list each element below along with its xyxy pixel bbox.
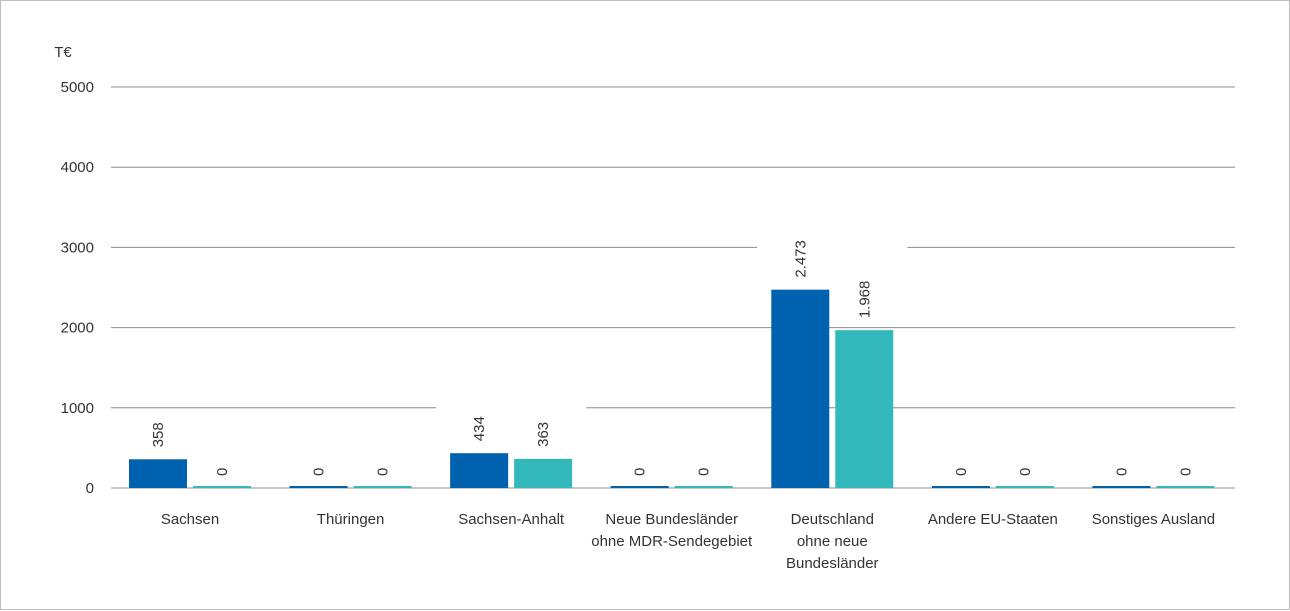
category-labels: Sachsen Thüringen Sachsen-Anhalt Neue Bunde… bbox=[161, 511, 1215, 572]
y-tick-label: 1000 bbox=[61, 400, 94, 417]
bar bbox=[129, 459, 187, 488]
data-label: 0 bbox=[696, 468, 713, 476]
y-tick-label: 3000 bbox=[61, 239, 94, 256]
bar bbox=[1092, 486, 1151, 488]
y-unit-label: T€ bbox=[54, 44, 72, 61]
y-tick-label: 5000 bbox=[61, 79, 94, 96]
bar bbox=[1156, 486, 1215, 488]
bar bbox=[353, 486, 412, 488]
category-label: Andere EU-Staaten bbox=[928, 511, 1058, 528]
y-tick-label: 4000 bbox=[61, 159, 94, 176]
category-label: Sonstiges Ausland bbox=[1092, 511, 1215, 528]
bar bbox=[674, 486, 733, 488]
y-tick-label: 2000 bbox=[61, 320, 94, 337]
y-tick-label: 0 bbox=[86, 480, 94, 497]
category-label: Sachsen bbox=[161, 511, 219, 528]
bar bbox=[193, 486, 251, 488]
data-label: 0 bbox=[1113, 468, 1130, 476]
data-label: 0 bbox=[953, 468, 970, 476]
data-label: 434 bbox=[471, 416, 488, 441]
bar bbox=[610, 486, 669, 488]
data-label: 2.473 bbox=[792, 240, 809, 278]
data-label: 0 bbox=[375, 468, 392, 476]
bar bbox=[450, 453, 509, 488]
data-label: 0 bbox=[214, 468, 231, 476]
data-labels: 358 0 434 0 2.473 0 0 0 0 363 0 1.968 0 0 bbox=[150, 240, 1194, 476]
data-label: 358 bbox=[150, 422, 167, 447]
category-label: Deutschland ohne neue Bundesländer bbox=[786, 511, 879, 572]
bar bbox=[835, 330, 894, 488]
category-label: Thüringen bbox=[317, 511, 385, 528]
bar bbox=[514, 458, 573, 488]
data-label: 0 bbox=[632, 468, 649, 476]
bar bbox=[995, 486, 1054, 488]
bar bbox=[931, 486, 990, 488]
data-label: 0 bbox=[311, 468, 328, 476]
gridlines bbox=[111, 86, 1235, 489]
bar bbox=[771, 289, 830, 488]
data-label: 363 bbox=[535, 422, 552, 447]
bar bbox=[289, 486, 348, 488]
data-label: 1.968 bbox=[856, 281, 873, 319]
data-label: 0 bbox=[1177, 468, 1194, 476]
category-label: Neue Bundesländer ohne MDR-Sendegebiet bbox=[591, 511, 753, 550]
data-label: 0 bbox=[1017, 468, 1034, 476]
y-tick-labels: 0 1000 2000 3000 4000 5000 bbox=[61, 79, 94, 497]
bars bbox=[129, 289, 1215, 488]
category-label: Sachsen-Anhalt bbox=[458, 511, 565, 528]
